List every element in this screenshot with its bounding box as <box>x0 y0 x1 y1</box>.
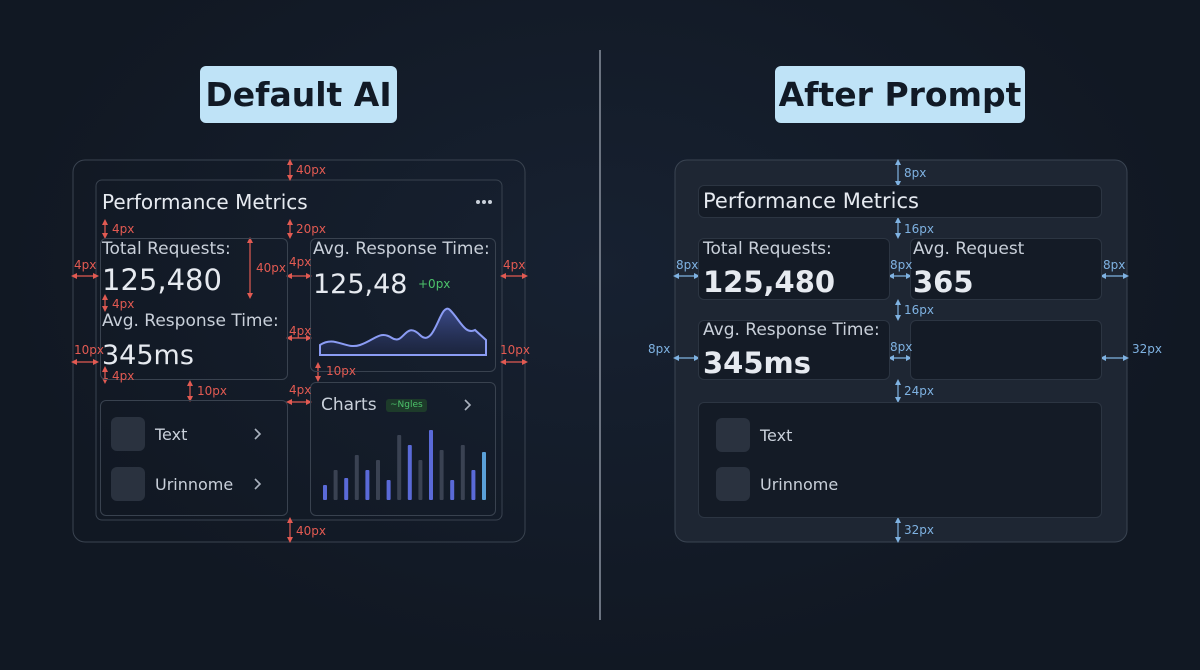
list-item: Text <box>760 426 793 445</box>
spacing-label: 10px <box>197 384 227 398</box>
bar <box>386 480 391 500</box>
spacing-label: 10px <box>500 343 530 357</box>
metric-delta: +0px <box>418 277 451 291</box>
chart-badge: ~Ngles <box>386 399 427 412</box>
spacing-label: 24px <box>904 384 934 398</box>
list-icon <box>111 467 145 501</box>
spacing-label: 8px <box>648 342 671 356</box>
spacing-label: 32px <box>904 523 934 537</box>
title-badge: Default AI <box>200 66 397 123</box>
list-icon <box>111 417 145 451</box>
metric-box <box>100 238 288 380</box>
bar <box>460 445 465 500</box>
spacing-label: 10px <box>326 364 356 378</box>
metric-value: 125,480 <box>102 263 222 297</box>
spacing-label: 4px <box>74 258 97 272</box>
spacing-label: 10px <box>74 343 104 357</box>
bar <box>418 460 423 500</box>
spacing-label: 40px <box>296 524 326 538</box>
bar <box>365 470 370 500</box>
spacing-label: 16px <box>904 303 934 317</box>
bar <box>429 430 433 500</box>
bar <box>407 445 412 500</box>
spacing-label: 8px <box>890 340 913 354</box>
spacing-label: 8px <box>904 166 927 180</box>
spacing-label: 4px <box>112 369 135 383</box>
chart-title: Charts <box>321 395 377 415</box>
spacing-label: 4px <box>289 324 312 338</box>
chart-box <box>910 320 1102 380</box>
metric-label: Avg. Request <box>913 239 1025 259</box>
bar <box>482 452 486 500</box>
metric-label: Total Requests: <box>703 239 832 259</box>
list-item: Text <box>155 425 188 444</box>
spacing-label: 8px <box>1103 258 1126 272</box>
spacing-label: 8px <box>890 258 913 272</box>
metric-label: Avg. Response Time: <box>313 239 490 259</box>
card-title: Performance Metrics <box>102 190 308 214</box>
list-icon <box>716 418 750 452</box>
bar <box>450 480 455 500</box>
spacing-label: 40px <box>296 163 326 177</box>
list-box <box>100 400 288 516</box>
metric-label: Avg. Response Time: <box>703 320 880 340</box>
metric-box <box>698 320 890 380</box>
spacing-arrows <box>71 159 1129 543</box>
bar <box>397 435 402 500</box>
metric-box <box>310 238 496 372</box>
metric-label: Avg. Response Time: <box>102 311 279 331</box>
bar <box>471 470 476 500</box>
chart-box <box>310 382 496 516</box>
card-title: Performance Metrics <box>703 189 919 213</box>
spacing-label: 8px <box>676 258 699 272</box>
metric-label: Total Requests: <box>102 239 231 259</box>
list-item: Urinnome <box>760 475 839 494</box>
metric-value: 345ms <box>102 340 194 371</box>
metric-box <box>698 238 890 300</box>
spacing-label: 16px <box>904 222 934 236</box>
list-icon <box>716 467 750 501</box>
title-badge: After Prompt <box>775 66 1025 123</box>
spacing-label: 20px <box>296 222 326 236</box>
list-item: Urinnome <box>155 475 234 494</box>
bar <box>333 470 338 500</box>
bar <box>376 460 380 500</box>
sparkline <box>319 307 487 356</box>
bar <box>344 478 349 500</box>
spacing-label: 4px <box>112 222 135 236</box>
list-box <box>698 402 1102 518</box>
spacing-label: 4px <box>289 383 312 397</box>
metric-value: 345ms <box>703 346 812 380</box>
metric-box <box>910 238 1102 300</box>
bar <box>354 455 359 500</box>
spacing-label: 32px <box>1132 342 1162 356</box>
chevrons <box>254 399 472 490</box>
bar <box>323 485 327 500</box>
inner-card <box>95 179 503 521</box>
bar <box>439 450 444 500</box>
metric-value: 125,48 <box>313 269 408 300</box>
spacing-label: 40px <box>256 261 286 275</box>
metric-value: 365 <box>913 265 974 299</box>
header-bar <box>698 185 1102 218</box>
spacing-label: 4px <box>503 258 526 272</box>
spacing-label: 4px <box>289 255 312 269</box>
spacing-label: 4px <box>112 297 135 311</box>
outer-frame <box>72 159 526 543</box>
metric-value: 125,480 <box>703 265 836 299</box>
